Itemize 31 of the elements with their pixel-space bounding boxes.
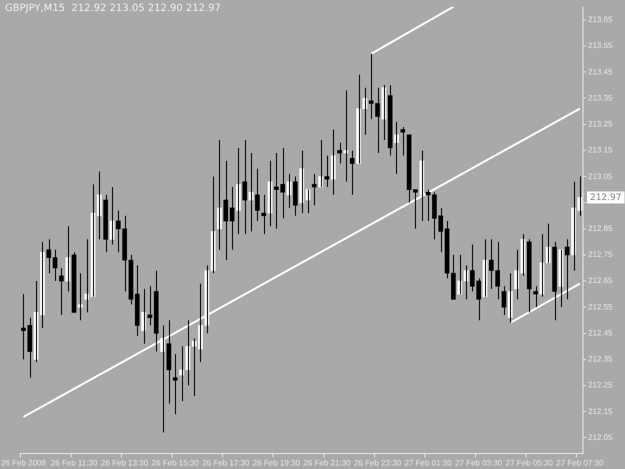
y-tick-label: 212.75 — [588, 250, 614, 260]
y-tick-label: 213.35 — [588, 93, 614, 102]
y-tick-label: 212.65 — [588, 276, 614, 286]
y-tick-label: 212.05 — [588, 432, 614, 442]
x-tick-label: 26 Feb 13:30 — [101, 458, 149, 468]
y-tick-label: 213.15 — [588, 146, 614, 155]
y-tick-label: 212.85 — [588, 224, 614, 233]
x-tick-label: 26 Feb 11:30 — [50, 458, 98, 468]
x-tick-label: 26 Feb 15:30 — [152, 458, 200, 468]
y-tick-label: 212.35 — [588, 354, 614, 364]
x-tick-label: 27 Feb 07:30 — [556, 458, 604, 468]
x-tick-label: 26 Feb 21:30 — [303, 458, 352, 468]
candlestick — [324, 155, 330, 188]
x-tick-label: 27 Feb 05:30 — [506, 458, 554, 468]
text: 212.97 — [590, 192, 622, 203]
chart-title: GBPJPY,M15 212.92 213.05 212.90 212.97 — [5, 3, 221, 14]
y-tick-label: 212.25 — [588, 380, 614, 390]
x-tick-label: 26 Feb 19:30 — [252, 458, 300, 468]
x-tick-label: 26 Feb 2008 — [1, 458, 46, 468]
y-tick-label: 213.05 — [588, 172, 614, 181]
x-tick-label: 27 Feb 01:30 — [404, 458, 452, 468]
y-tick-label: 213.45 — [588, 67, 614, 76]
y-tick-label: 213.65 — [588, 15, 614, 24]
y-tick-label: 212.45 — [588, 328, 614, 338]
x-tick-label: 27 Feb 03:30 — [455, 458, 503, 468]
y-tick-label: 212.55 — [588, 302, 614, 312]
y-tick-label: 212.15 — [588, 406, 614, 416]
x-tick-label: 26 Feb 17:30 — [202, 458, 250, 468]
x-tick-label: 26 Feb 23:30 — [354, 458, 402, 468]
y-tick-label: 213.55 — [588, 41, 614, 50]
y-tick-label: 213.25 — [588, 120, 614, 129]
